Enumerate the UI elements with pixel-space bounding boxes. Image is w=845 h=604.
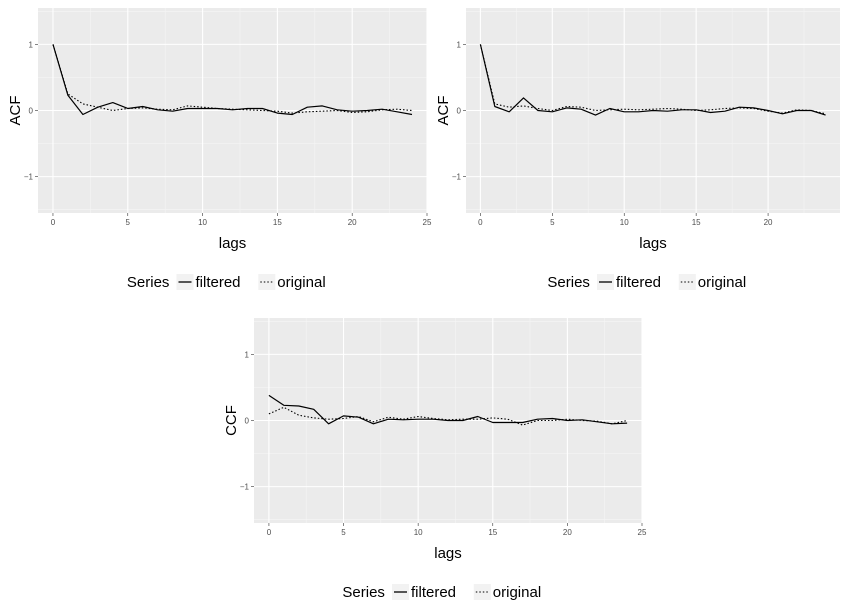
chart-3-legend-label-filtered: filtered (411, 584, 456, 601)
chart-2-x-tick-label: 20 (764, 218, 773, 227)
chart-3-x-tick-label: 10 (414, 528, 423, 537)
chart-3-x-tick-label: 5 (341, 528, 346, 537)
chart-3-y-tick-label: −1 (240, 483, 250, 492)
chart-2-panel: 0 5 10 15 20 −1 0 1 lags ACF Series filtered origina… (435, 8, 840, 291)
chart-3-legend: Series filtered original (342, 584, 541, 601)
chart-1-legend-label-original: original (277, 274, 325, 291)
chart-1-y-axis-title: ACF (7, 96, 24, 126)
chart-2-x-axis-title: lags (639, 235, 667, 252)
chart-2-legend: Series filtered original (547, 274, 746, 291)
chart-1-legend-title: Series (127, 274, 170, 291)
chart-3-y-tick-label: 0 (245, 417, 250, 426)
chart-1-series-filtered-line (52, 44, 413, 116)
chart-3-x-tick-label: 15 (488, 528, 497, 537)
chart-2-x-tick-label: 5 (550, 218, 555, 227)
chart-3-y-tick-label: 1 (245, 350, 250, 359)
chart-2-series-original-line (479, 44, 826, 115)
chart-3-legend-label-original: original (493, 584, 541, 601)
chart-2-legend-label-filtered: filtered (616, 274, 661, 291)
chart-2-series-filtered-line (479, 44, 826, 116)
chart-1-x-tick-label: 10 (198, 218, 207, 227)
chart-1-legend-key-original-bg (258, 274, 276, 290)
chart-1-x-tick-label: 20 (348, 218, 357, 227)
chart-1-x-tick-label: 15 (273, 218, 282, 227)
chart-2-y-tick-label: 0 (457, 107, 462, 116)
chart-1-x-tick-label: 5 (126, 218, 131, 227)
chart-3-x-tick-label: 20 (563, 528, 572, 537)
chart-1-series-original-line (52, 44, 413, 114)
chart-2-x-tick-label: 10 (620, 218, 629, 227)
chart-1-legend: Series filtered original (127, 274, 326, 291)
chart-2-legend-title: Series (547, 274, 590, 291)
chart-3-y-axis-title: CCF (223, 405, 240, 436)
chart-2-x-tick-label: 15 (692, 218, 701, 227)
chart-2-legend-key-original-bg (678, 274, 696, 290)
chart-2-x-tick-label: 0 (478, 218, 483, 227)
chart-2-y-axis-title: ACF (435, 96, 452, 126)
chart-1-y-tick-label: 1 (29, 40, 34, 49)
chart-2-y-tick-label: −1 (452, 173, 462, 182)
chart-3-x-axis-title: lags (434, 545, 462, 562)
chart-3-panel: 0 5 10 15 20 25 −1 0 1 lags CCF Series filtered origi… (223, 318, 647, 601)
chart-1-y-tick-label: 0 (29, 107, 34, 116)
chart-1-panel: 0 5 10 15 20 25 −1 0 1 lags ACF Series filtered origi… (7, 8, 432, 291)
chart-3-legend-key-original-bg (473, 584, 491, 600)
chart-1-legend-label-filtered: filtered (196, 274, 241, 291)
chart-1-y-tick-label: −1 (24, 173, 34, 182)
chart-3-x-tick-label: 0 (267, 528, 272, 537)
chart-3-x-tick-label: 25 (638, 528, 647, 537)
chart-1-x-axis-title: lags (219, 235, 247, 252)
chart-1-x-tick-label: 25 (423, 218, 432, 227)
chart-3-series-original-line (268, 406, 628, 426)
chart-1-x-tick-label: 0 (51, 218, 56, 227)
chart-2-y-tick-label: 1 (457, 40, 462, 49)
chart-2-legend-label-original: original (698, 274, 746, 291)
chart-3-series-filtered-line (268, 394, 628, 425)
chart-3-legend-title: Series (342, 584, 385, 601)
